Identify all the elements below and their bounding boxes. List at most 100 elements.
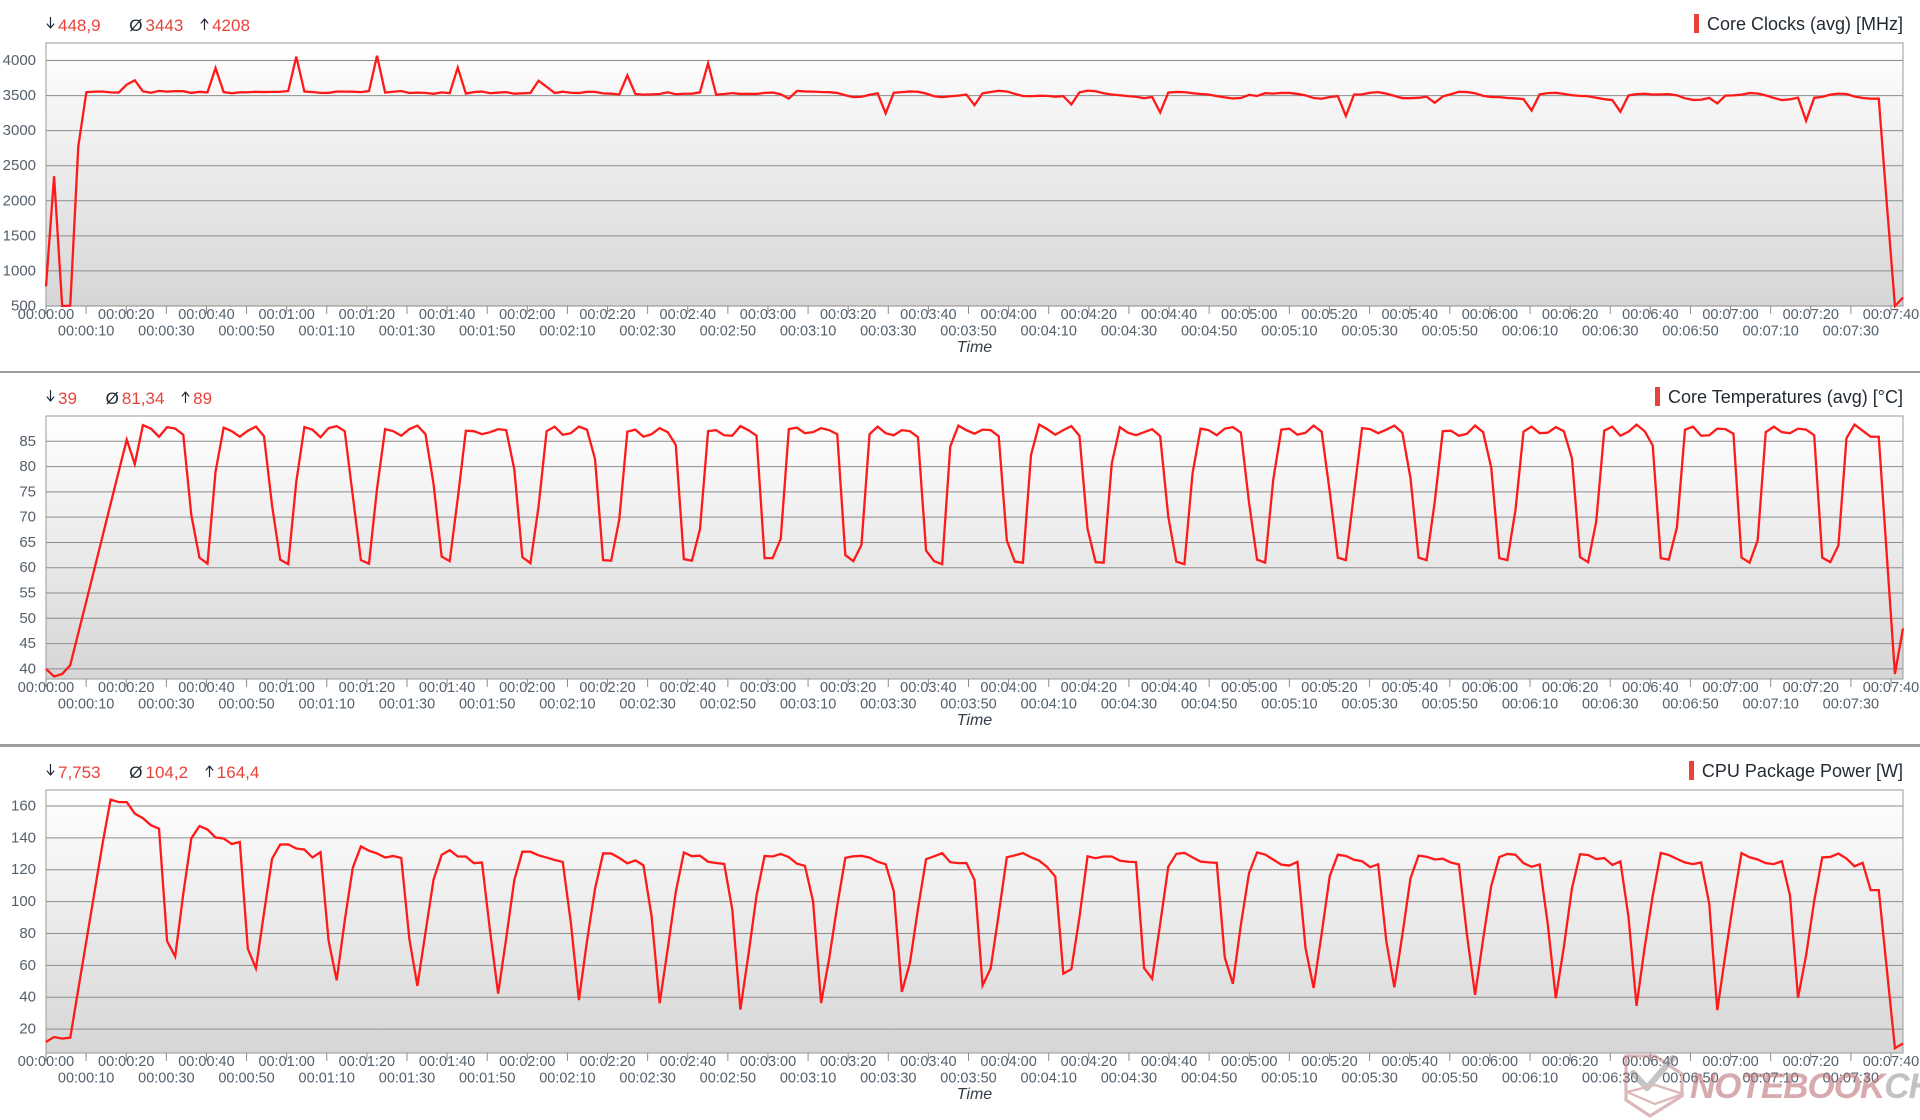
svg-text:00:05:30: 00:05:30 <box>1341 1070 1397 1086</box>
svg-text:00:00:00: 00:00:00 <box>18 1054 74 1070</box>
svg-text:00:01:00: 00:01:00 <box>258 680 314 696</box>
svg-text:00:04:10: 00:04:10 <box>1021 1070 1077 1086</box>
svg-text:55: 55 <box>19 585 36 602</box>
svg-text:00:02:00: 00:02:00 <box>499 307 555 323</box>
svg-text:00:01:20: 00:01:20 <box>339 680 395 696</box>
svg-text:00:02:20: 00:02:20 <box>579 1054 635 1070</box>
svg-text:00:06:40: 00:06:40 <box>1622 307 1678 323</box>
svg-text:00:03:20: 00:03:20 <box>820 307 876 323</box>
svg-text:00:07:20: 00:07:20 <box>1783 680 1839 696</box>
svg-text:00:01:10: 00:01:10 <box>299 697 355 713</box>
svg-text:00:05:50: 00:05:50 <box>1422 1070 1478 1086</box>
svg-text:Time: Time <box>957 1086 992 1103</box>
svg-text:00:05:50: 00:05:50 <box>1422 697 1478 713</box>
svg-text:00:06:50: 00:06:50 <box>1662 697 1718 713</box>
svg-text:00:03:30: 00:03:30 <box>860 697 916 713</box>
svg-text:00:03:10: 00:03:10 <box>780 323 836 339</box>
svg-text:00:05:30: 00:05:30 <box>1341 697 1397 713</box>
svg-text:00:01:50: 00:01:50 <box>459 1070 515 1086</box>
svg-text:00:06:10: 00:06:10 <box>1502 323 1558 339</box>
svg-text:00:02:10: 00:02:10 <box>539 323 595 339</box>
svg-text:00:06:00: 00:06:00 <box>1462 1054 1518 1070</box>
svg-text:00:05:00: 00:05:00 <box>1221 680 1277 696</box>
svg-text:00:07:40: 00:07:40 <box>1863 307 1919 323</box>
svg-text:00:04:20: 00:04:20 <box>1061 680 1117 696</box>
svg-text:00:00:20: 00:00:20 <box>98 307 154 323</box>
svg-text:4000: 4000 <box>3 52 36 69</box>
svg-text:70: 70 <box>19 509 36 526</box>
svg-text:2500: 2500 <box>3 157 36 174</box>
svg-text:85: 85 <box>19 433 36 450</box>
svg-text:00:04:20: 00:04:20 <box>1061 1054 1117 1070</box>
svg-text:00:02:20: 00:02:20 <box>579 680 635 696</box>
svg-text:00:03:30: 00:03:30 <box>860 1070 916 1086</box>
svg-text:00:00:40: 00:00:40 <box>178 680 234 696</box>
svg-text:00:03:10: 00:03:10 <box>780 1070 836 1086</box>
svg-text:00:02:40: 00:02:40 <box>660 1054 716 1070</box>
svg-text:00:06:00: 00:06:00 <box>1462 307 1518 323</box>
svg-text:00:00:00: 00:00:00 <box>18 680 74 696</box>
svg-text:00:00:40: 00:00:40 <box>178 1054 234 1070</box>
svg-text:00:01:00: 00:01:00 <box>258 1054 314 1070</box>
svg-text:00:07:40: 00:07:40 <box>1863 680 1919 696</box>
svg-text:00:04:50: 00:04:50 <box>1181 1070 1237 1086</box>
svg-text:00:06:10: 00:06:10 <box>1502 1070 1558 1086</box>
svg-text:00:01:30: 00:01:30 <box>379 323 435 339</box>
svg-text:45: 45 <box>19 635 36 652</box>
svg-text:00:05:10: 00:05:10 <box>1261 323 1317 339</box>
svg-text:00:02:20: 00:02:20 <box>579 307 635 323</box>
svg-text:00:05:20: 00:05:20 <box>1301 307 1357 323</box>
svg-text:00:05:00: 00:05:00 <box>1221 1054 1277 1070</box>
svg-text:Time: Time <box>957 339 992 356</box>
svg-text:00:03:20: 00:03:20 <box>820 1054 876 1070</box>
svg-text:00:01:50: 00:01:50 <box>459 697 515 713</box>
svg-text:00:04:30: 00:04:30 <box>1101 697 1157 713</box>
svg-text:75: 75 <box>19 484 36 501</box>
svg-text:00:06:30: 00:06:30 <box>1582 323 1638 339</box>
svg-text:00:04:40: 00:04:40 <box>1141 307 1197 323</box>
svg-text:00:04:00: 00:04:00 <box>980 307 1036 323</box>
svg-text:00:01:20: 00:01:20 <box>339 307 395 323</box>
svg-text:00:02:30: 00:02:30 <box>619 697 675 713</box>
svg-text:00:03:20: 00:03:20 <box>820 680 876 696</box>
svg-text:1000: 1000 <box>3 262 36 279</box>
svg-text:00:00:30: 00:00:30 <box>138 1070 194 1086</box>
svg-text:00:01:30: 00:01:30 <box>379 697 435 713</box>
svg-text:00:03:50: 00:03:50 <box>940 323 996 339</box>
svg-text:00:02:10: 00:02:10 <box>539 1070 595 1086</box>
svg-text:100: 100 <box>11 893 36 910</box>
svg-text:00:06:20: 00:06:20 <box>1542 680 1598 696</box>
svg-text:00:00:40: 00:00:40 <box>178 307 234 323</box>
svg-text:00:04:10: 00:04:10 <box>1021 323 1077 339</box>
svg-text:00:01:50: 00:01:50 <box>459 323 515 339</box>
svg-text:00:00:50: 00:00:50 <box>218 697 274 713</box>
svg-text:00:06:20: 00:06:20 <box>1542 307 1598 323</box>
svg-text:00:02:50: 00:02:50 <box>700 697 756 713</box>
svg-text:3500: 3500 <box>3 87 36 104</box>
svg-text:00:02:50: 00:02:50 <box>700 1070 756 1086</box>
svg-text:00:00:10: 00:00:10 <box>58 1070 114 1086</box>
svg-text:00:07:10: 00:07:10 <box>1742 323 1798 339</box>
svg-text:00:02:50: 00:02:50 <box>700 323 756 339</box>
svg-text:00:00:50: 00:00:50 <box>218 323 274 339</box>
svg-text:00:06:00: 00:06:00 <box>1462 680 1518 696</box>
svg-text:00:03:00: 00:03:00 <box>740 680 796 696</box>
svg-text:80: 80 <box>19 458 36 475</box>
svg-text:2000: 2000 <box>3 192 36 209</box>
svg-text:00:05:40: 00:05:40 <box>1381 1054 1437 1070</box>
svg-text:00:05:10: 00:05:10 <box>1261 1070 1317 1086</box>
svg-text:00:04:50: 00:04:50 <box>1181 697 1237 713</box>
svg-text:00:07:00: 00:07:00 <box>1702 680 1758 696</box>
svg-text:00:05:20: 00:05:20 <box>1301 1054 1357 1070</box>
svg-text:00:01:10: 00:01:10 <box>299 323 355 339</box>
svg-text:00:07:20: 00:07:20 <box>1783 307 1839 323</box>
svg-text:00:07:30: 00:07:30 <box>1823 697 1879 713</box>
svg-text:00:00:30: 00:00:30 <box>138 697 194 713</box>
svg-text:00:05:10: 00:05:10 <box>1261 697 1317 713</box>
svg-text:00:05:50: 00:05:50 <box>1422 323 1478 339</box>
svg-text:00:03:50: 00:03:50 <box>940 697 996 713</box>
svg-text:00:04:30: 00:04:30 <box>1101 1070 1157 1086</box>
svg-text:00:03:30: 00:03:30 <box>860 323 916 339</box>
svg-text:00:00:30: 00:00:30 <box>138 323 194 339</box>
svg-text:00:03:00: 00:03:00 <box>740 1054 796 1070</box>
